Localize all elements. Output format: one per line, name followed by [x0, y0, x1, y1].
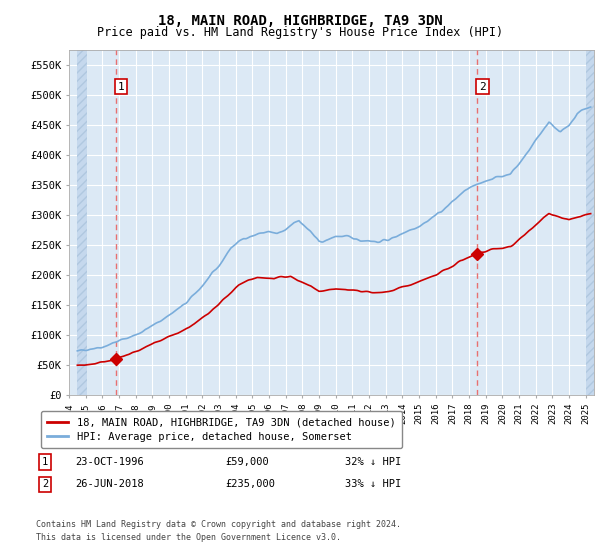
Text: 23-OCT-1996: 23-OCT-1996	[75, 457, 144, 467]
Legend: 18, MAIN ROAD, HIGHBRIDGE, TA9 3DN (detached house), HPI: Average price, detache: 18, MAIN ROAD, HIGHBRIDGE, TA9 3DN (deta…	[41, 411, 401, 448]
Text: 33% ↓ HPI: 33% ↓ HPI	[345, 479, 401, 489]
Text: 1: 1	[118, 82, 125, 92]
Text: 26-JUN-2018: 26-JUN-2018	[75, 479, 144, 489]
Text: £59,000: £59,000	[225, 457, 269, 467]
Text: 2: 2	[42, 479, 48, 489]
Text: 1: 1	[42, 457, 48, 467]
Text: Price paid vs. HM Land Registry's House Price Index (HPI): Price paid vs. HM Land Registry's House …	[97, 26, 503, 39]
Text: Contains HM Land Registry data © Crown copyright and database right 2024.
This d: Contains HM Land Registry data © Crown c…	[36, 520, 401, 542]
Text: £235,000: £235,000	[225, 479, 275, 489]
Text: 32% ↓ HPI: 32% ↓ HPI	[345, 457, 401, 467]
Text: 18, MAIN ROAD, HIGHBRIDGE, TA9 3DN: 18, MAIN ROAD, HIGHBRIDGE, TA9 3DN	[158, 14, 442, 28]
Bar	[586, 50, 594, 395]
Text: 2: 2	[479, 82, 486, 92]
Bar	[77, 50, 87, 395]
